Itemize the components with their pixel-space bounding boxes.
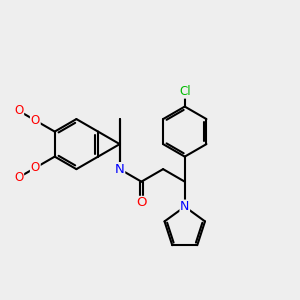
Text: N: N xyxy=(115,163,124,176)
Text: O: O xyxy=(14,104,24,117)
Text: N: N xyxy=(180,200,189,213)
Text: O: O xyxy=(31,114,40,127)
Text: Cl: Cl xyxy=(179,85,190,98)
Text: O: O xyxy=(31,161,40,174)
Text: O: O xyxy=(136,196,147,209)
Text: O: O xyxy=(31,161,40,174)
Text: O: O xyxy=(14,171,24,184)
Text: O: O xyxy=(31,114,40,127)
